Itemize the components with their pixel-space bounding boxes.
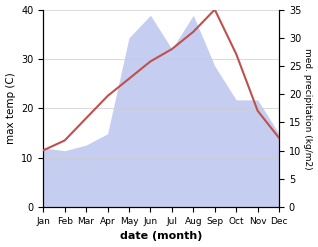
X-axis label: date (month): date (month) bbox=[120, 231, 202, 242]
Y-axis label: med. precipitation (kg/m2): med. precipitation (kg/m2) bbox=[303, 48, 313, 169]
Y-axis label: max temp (C): max temp (C) bbox=[5, 72, 16, 144]
